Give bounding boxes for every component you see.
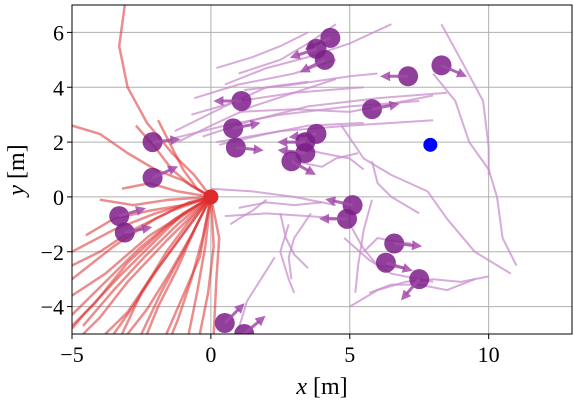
- agent-heading-arrow: [371, 103, 392, 111]
- agent-heading-arrow: [290, 159, 310, 173]
- robot-path: [82, 196, 212, 334]
- agent-heading-arrowhead: [401, 289, 412, 301]
- agent-path: [191, 86, 364, 116]
- agent-heading-arrow: [124, 227, 145, 235]
- agent-heading-arrow: [306, 58, 326, 71]
- axis-ticks: −5 0 5 10 −4 −2 0 2 4 6: [41, 20, 500, 367]
- agent-heading-arrowhead: [170, 135, 181, 146]
- agent-heading-arrowhead: [319, 213, 329, 224]
- y-axis-label: y [m]: [4, 144, 30, 197]
- agent-heading-arrowhead: [401, 263, 413, 273]
- agent-path: [238, 201, 323, 209]
- agent-path: [279, 224, 296, 294]
- y-tick-label: 6: [53, 20, 64, 45]
- agent-marker: [431, 55, 452, 76]
- agent-marker: [114, 222, 135, 243]
- agent-path: [279, 213, 309, 269]
- agent-heading-arrowhead: [289, 49, 301, 60]
- agent-heading-arrowhead: [254, 315, 266, 327]
- agent-path: [224, 23, 392, 86]
- agent-heading-arrow: [232, 122, 254, 130]
- agent-heading-arrow: [223, 307, 240, 325]
- agent-heading-arrowhead: [253, 144, 264, 155]
- agent-heading-arrowhead: [234, 303, 245, 314]
- robot-path: [72, 195, 212, 253]
- agent-heading-arrow: [394, 242, 415, 248]
- agent-path: [177, 78, 337, 143]
- agent-heading-arrowhead: [213, 96, 224, 106]
- robot-marker: [203, 189, 219, 205]
- agent-heading-arrow: [440, 63, 461, 75]
- x-tick-label: −5: [60, 342, 83, 367]
- robot-path: [117, 5, 212, 198]
- agent-path: [340, 125, 512, 275]
- agent-heading-arrow: [332, 199, 353, 207]
- agent-heading-arrowhead: [304, 165, 316, 175]
- y-tick-label: 0: [53, 185, 64, 210]
- robot-path: [165, 196, 213, 334]
- agent-markers: [109, 27, 467, 334]
- agent-path: [354, 199, 373, 294]
- agent-heading-arrow: [296, 47, 317, 57]
- agent-path: [210, 187, 337, 207]
- x-tick-label: 5: [344, 342, 355, 367]
- agent-heading-arrow: [285, 149, 306, 155]
- agent-heading-arrow: [151, 168, 172, 180]
- agent-heading-arrowhead: [167, 165, 179, 175]
- agent-heading-arrowhead: [380, 71, 391, 82]
- agent-path: [216, 31, 309, 70]
- agent-path: [371, 161, 420, 215]
- y-tick-label: −4: [41, 295, 64, 320]
- agent-path: [193, 58, 337, 100]
- agent-heading-arrow: [235, 146, 256, 152]
- robot-path: [156, 119, 212, 198]
- agent-heading-arrowhead: [455, 68, 467, 78]
- robot-and-goal: [203, 137, 438, 205]
- x-tick-label: 10: [478, 342, 500, 367]
- robot-path: [140, 196, 213, 334]
- robot-path: [82, 195, 212, 327]
- robot-path: [120, 196, 212, 334]
- agent-heading-arrowhead: [411, 240, 423, 251]
- agent-heading-arrowhead: [388, 100, 400, 111]
- agent-marker: [314, 49, 335, 70]
- agent-heading-arrowhead: [249, 119, 261, 130]
- agent-heading-arrow: [405, 278, 421, 296]
- robot-path: [99, 195, 211, 207]
- agent-path: [237, 256, 276, 329]
- y-tick-label: 2: [53, 130, 64, 155]
- y-tick-label: 4: [53, 75, 64, 100]
- agent-heading-arrow: [152, 138, 173, 144]
- robot-path: [121, 181, 212, 199]
- x-tick-label: 0: [205, 342, 216, 367]
- goal-marker: [423, 137, 438, 152]
- agent-path: [229, 198, 268, 226]
- x-axis-label: x [m]: [295, 374, 347, 400]
- robot-path: [72, 195, 212, 327]
- robot-path: [187, 196, 213, 334]
- robot-path: [198, 196, 215, 334]
- plot-frame: [71, 4, 573, 335]
- agent-heading-arrowhead: [135, 206, 146, 216]
- agent-heading-arrowhead: [299, 63, 311, 73]
- robot-path: [72, 195, 212, 297]
- agent-path: [294, 152, 359, 168]
- robot-path: [209, 196, 221, 334]
- agent-heading-arrowhead: [325, 196, 337, 207]
- agent-heading-arrow: [243, 319, 261, 334]
- robot-paths: [72, 5, 221, 334]
- agent-heading-arrow: [385, 261, 406, 270]
- agent-path: [440, 23, 490, 175]
- agent-heading-arrowhead: [141, 224, 153, 234]
- agent-heading-arrowhead: [277, 137, 288, 148]
- agent-heading-arrow: [118, 208, 139, 218]
- y-tick-label: −2: [41, 240, 64, 265]
